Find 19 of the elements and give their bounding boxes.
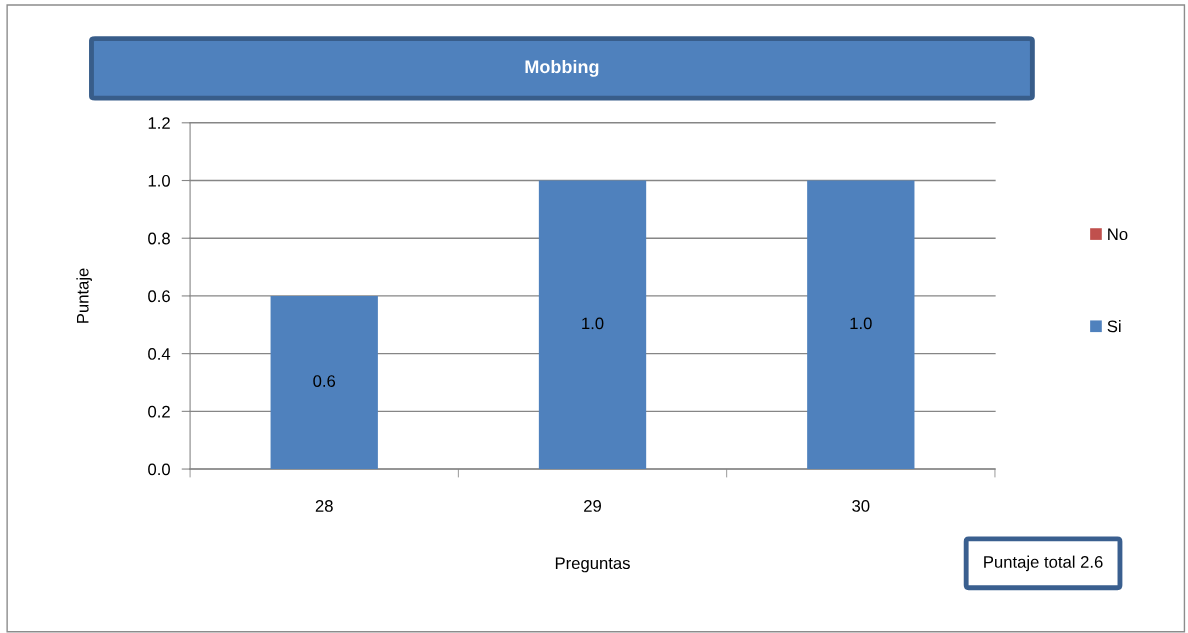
x-tick-label: 30 <box>852 500 870 512</box>
y-tick-label: 0.8 <box>148 232 170 245</box>
y-axis-title: Puntaje <box>76 268 92 323</box>
legend-label: No <box>1108 228 1128 241</box>
y-tick-label: 1.2 <box>148 117 170 129</box>
y-tick-label: 1.0 <box>148 174 170 187</box>
y-tick-label: 0.6 <box>148 290 170 303</box>
data-label: 1.0 <box>582 317 604 330</box>
data-label: 1.0 <box>850 317 872 330</box>
text: Puntaje total 2.6 <box>984 555 1103 572</box>
y-tick-label: 0.4 <box>148 348 171 360</box>
chart-title: Mobbing <box>525 59 599 77</box>
x-tick-label: 29 <box>584 500 601 512</box>
legend-label: Si <box>1107 320 1121 333</box>
y-tick-label: 0.2 <box>148 405 170 418</box>
y-tick-label: 0.0 <box>148 463 170 476</box>
x-tick-label: 28 <box>315 500 333 512</box>
x-axis-title: Preguntas <box>555 557 630 573</box>
data-label: 0.6 <box>313 375 336 387</box>
